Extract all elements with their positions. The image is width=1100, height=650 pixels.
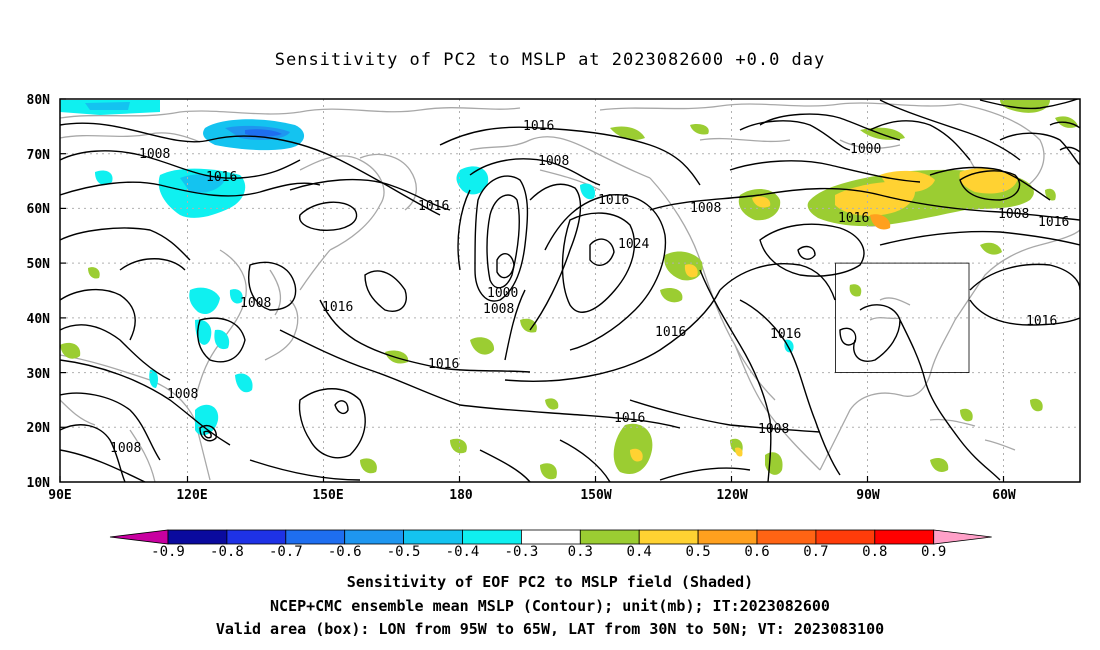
- lat-label: 40N: [27, 312, 51, 327]
- colorbar: -0.9 -0.8 -0.7 -0.6 -0.5 -0.4 -0.3 0.3 0.4 0.5 0.6…: [109, 529, 992, 560]
- map-frame: [59, 98, 1081, 483]
- map-plot: [60, 99, 1080, 482]
- lat-label: 70N: [27, 148, 51, 163]
- contour-label: 1016: [598, 193, 629, 208]
- colorbar-swatch: [579, 529, 640, 545]
- lon-label: 90E: [48, 488, 71, 503]
- colorbar-swatch: [756, 529, 817, 545]
- colorbar-swatch: [285, 529, 346, 545]
- latitude-labels: 80N 70N 60N 50N 40N 30N 20N 10N: [27, 93, 51, 491]
- lon-label: 60W: [992, 488, 1016, 503]
- colorbar-tick-label: -0.6: [328, 544, 362, 560]
- colorbar-swatch: [226, 529, 287, 545]
- colorbar-swatch: [403, 529, 463, 545]
- colorbar-tick-label: -0.3: [505, 544, 539, 560]
- colorbar-tick-label: 0.9: [921, 544, 946, 560]
- lon-label: 180: [449, 488, 473, 503]
- contour-label: 1016: [1026, 314, 1057, 329]
- colorbar-swatch: [874, 529, 935, 545]
- lon-label: 120W: [716, 488, 747, 503]
- contour-label: 1000: [487, 286, 518, 301]
- positive-sensitivity-shading: [60, 100, 1078, 480]
- contour-label: 1008: [483, 302, 514, 317]
- contour-label: 1008: [110, 441, 141, 456]
- contour-label: 1008: [139, 147, 170, 162]
- colorbar-swatch: [521, 529, 581, 545]
- colorbar-tick-label: -0.8: [210, 544, 244, 560]
- contour-label: 1000: [850, 142, 881, 157]
- colorbar-low-extension: [109, 529, 169, 545]
- caption-line-3: Valid area (box): LON from 95W to 65W, L…: [215, 620, 885, 638]
- contour-label: 1016: [655, 325, 686, 340]
- colorbar-swatch: [167, 529, 228, 545]
- contour-label: 1008: [538, 154, 569, 169]
- colorbar-tick-label: -0.9: [151, 544, 185, 560]
- contour-label: 1016: [1038, 215, 1069, 230]
- colorbar-tick-label: 0.5: [685, 544, 710, 560]
- contour-label: 1008: [998, 207, 1029, 222]
- contour-label: 1016: [614, 411, 645, 426]
- contour-label: 1008: [240, 296, 271, 311]
- lon-label: 150W: [580, 488, 611, 503]
- colorbar-swatch: [815, 529, 876, 545]
- lon-label: 120E: [176, 488, 207, 503]
- longitude-labels: 90E 120E 150E 180 150W 120W 90W 60W: [48, 488, 1016, 503]
- valid-area-box: [835, 262, 970, 374]
- lat-label: 30N: [27, 367, 51, 382]
- colorbar-tick-label: -0.7: [269, 544, 303, 560]
- caption-line-2: NCEP+CMC ensemble mean MSLP (Contour); u…: [270, 597, 830, 615]
- colorbar-tick-label: 0.6: [744, 544, 769, 560]
- contour-labels: 1016 1008 1016 1016 1008 1016 1024 1008 …: [110, 119, 1069, 456]
- colorbar-tick-label: -0.5: [387, 544, 421, 560]
- colorbar-swatch: [697, 529, 758, 545]
- lat-label: 80N: [27, 93, 51, 108]
- chart-title: Sensitivity of PC2 to MSLP at 2023082600…: [274, 50, 826, 70]
- colorbar-tick-label: 0.4: [627, 544, 652, 560]
- mslp-contours: [60, 99, 1080, 482]
- contour-label: 1008: [758, 422, 789, 437]
- contour-label: 1008: [690, 201, 721, 216]
- colorbar-swatch: [462, 529, 522, 545]
- lat-label: 20N: [27, 421, 51, 436]
- contour-label: 1016: [428, 357, 459, 372]
- graticule: [60, 99, 1080, 482]
- lat-label: 60N: [27, 202, 51, 217]
- lat-label: 50N: [27, 257, 51, 272]
- contour-label: 1016: [770, 327, 801, 342]
- colorbar-tick-label: 0.3: [568, 544, 593, 560]
- colorbar-tick-label: 0.7: [803, 544, 828, 560]
- lon-label: 90W: [856, 488, 880, 503]
- contour-label: 1016: [523, 119, 554, 134]
- contour-label: 1016: [322, 300, 353, 315]
- contour-label: 1016: [418, 199, 449, 214]
- colorbar-high-extension: [933, 529, 992, 545]
- axis-ticks: [59, 98, 1005, 482]
- contour-label: 1008: [167, 387, 198, 402]
- caption-line-1: Sensitivity of EOF PC2 to MSLP field (Sh…: [346, 573, 754, 591]
- lon-label: 150E: [312, 488, 343, 503]
- contour-label: 1016: [206, 170, 237, 185]
- contour-label: 1024: [618, 237, 649, 252]
- colorbar-swatch: [344, 529, 405, 545]
- colorbar-swatch: [638, 529, 699, 545]
- colorbar-tick-label: -0.4: [446, 544, 480, 560]
- lat-label: 10N: [27, 476, 51, 491]
- contour-label: 1016: [838, 211, 869, 226]
- colorbar-tick-label: 0.8: [862, 544, 887, 560]
